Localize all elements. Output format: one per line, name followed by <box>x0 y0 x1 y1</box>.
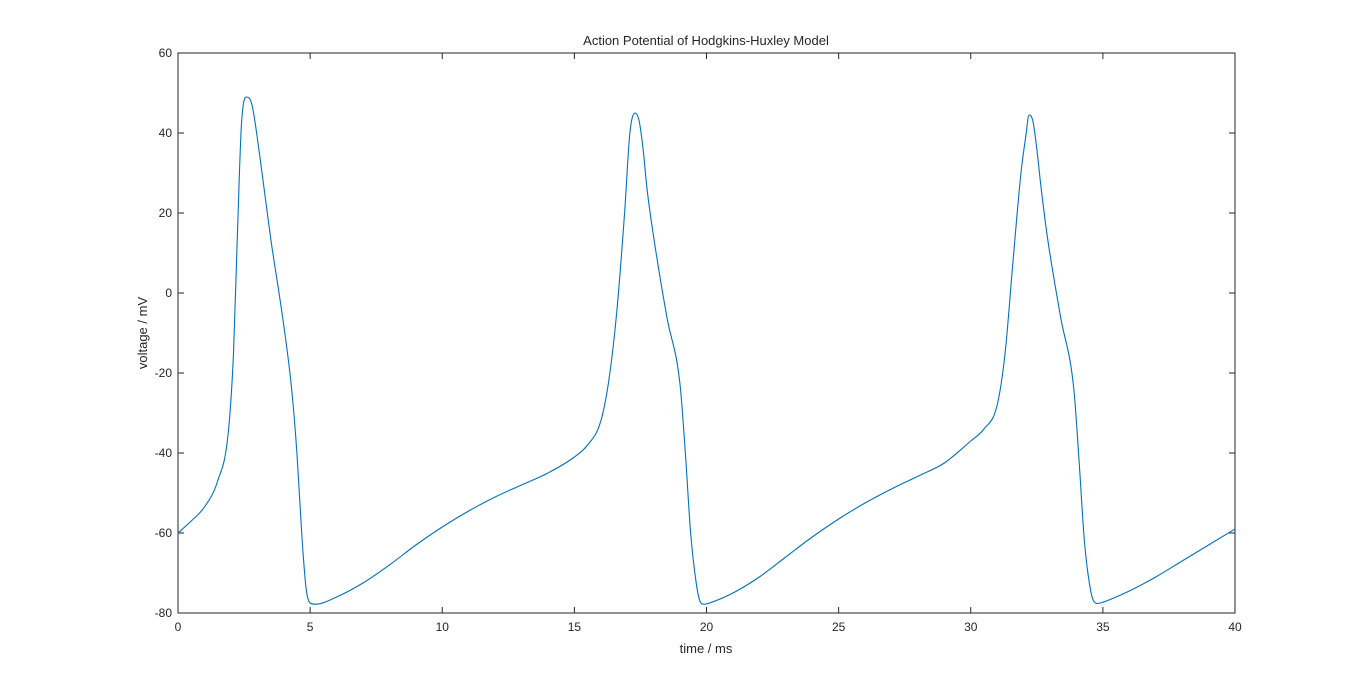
x-tick-label: 35 <box>1096 620 1110 634</box>
x-tick-label: 25 <box>832 620 846 634</box>
y-tick-label: -40 <box>155 446 173 460</box>
series-layer <box>177 96 1236 605</box>
x-tick-label: 10 <box>436 620 450 634</box>
y-tick-label: 0 <box>165 286 172 300</box>
x-axis-label: time / ms <box>680 641 733 656</box>
x-tick-label: 15 <box>568 620 582 634</box>
x-tick-label: 40 <box>1228 620 1242 634</box>
y-tick-label: 40 <box>159 126 173 140</box>
series-line <box>177 96 1236 605</box>
x-tick-label: 0 <box>175 620 182 634</box>
x-tick-label: 5 <box>307 620 314 634</box>
x-tick-label: 30 <box>964 620 978 634</box>
y-tick-label: -80 <box>155 606 173 620</box>
y-tick-label: -20 <box>155 366 173 380</box>
y-axis-label: voltage / mV <box>135 297 150 370</box>
y-tick-label: 60 <box>159 46 173 60</box>
axis-ticks: 0 5 10 15 20 25 30 35 40 -80 -60 -40 -20 0 20 40 60 <box>155 46 1242 634</box>
plot-area <box>177 52 1236 614</box>
y-tick-label: 20 <box>159 206 173 220</box>
y-tick-label: -60 <box>155 526 173 540</box>
chart-title: Action Potential of Hodgkins-Huxley Mode… <box>583 33 829 48</box>
x-tick-label: 20 <box>700 620 714 634</box>
